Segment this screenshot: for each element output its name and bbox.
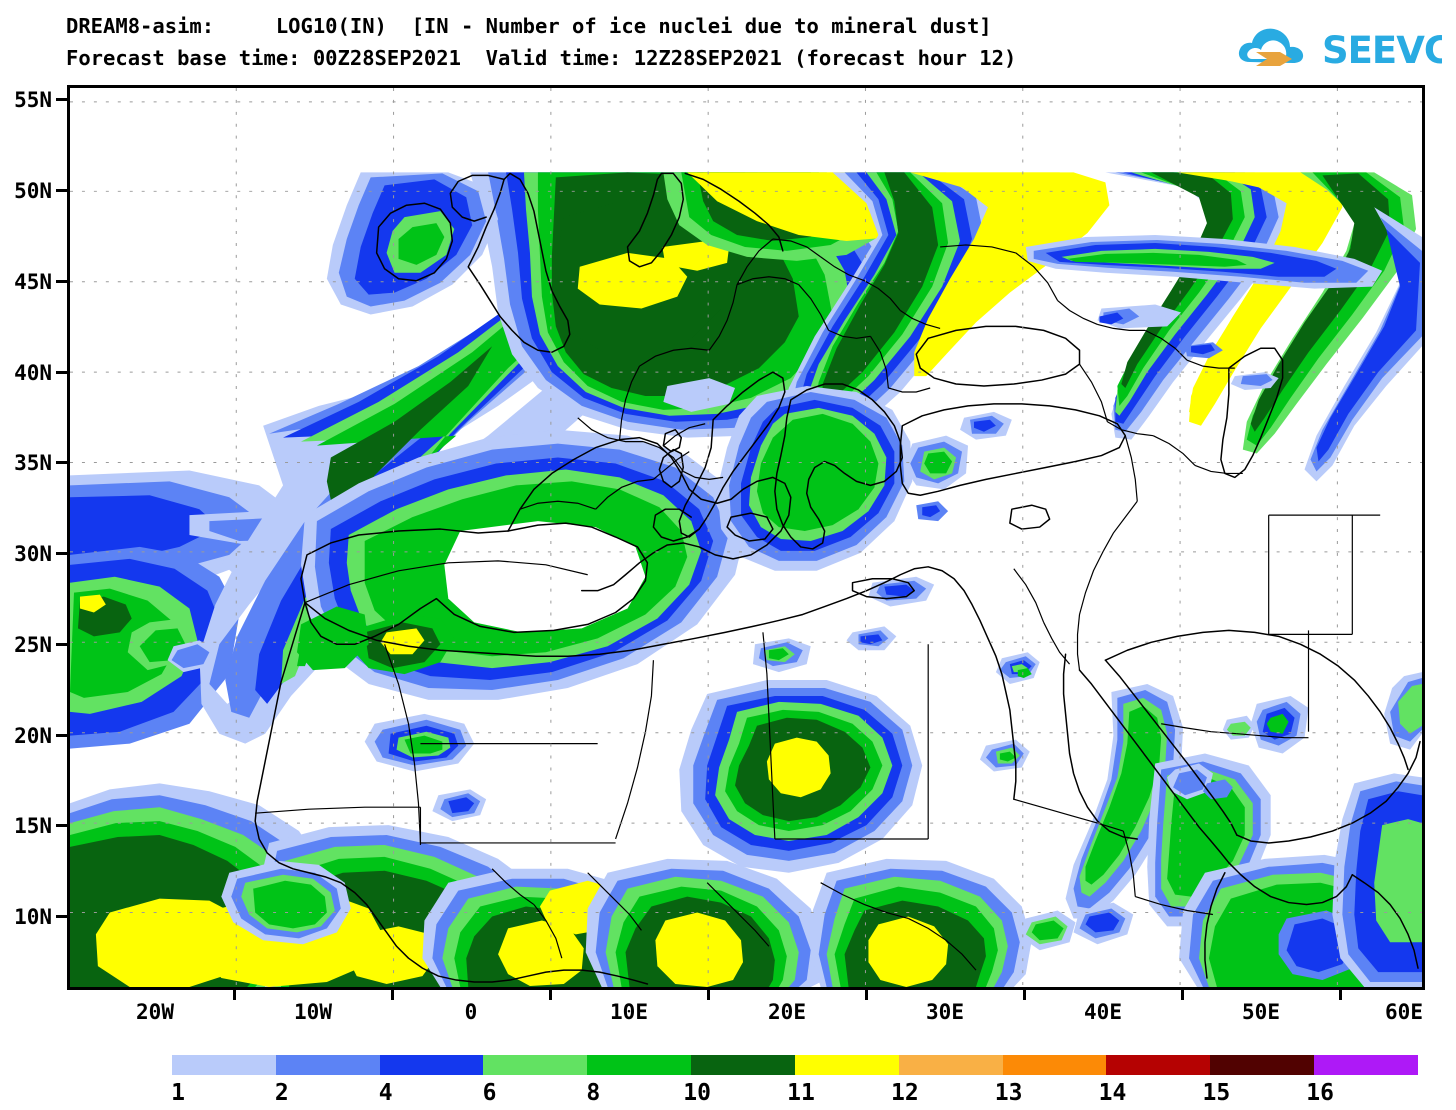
y-tick [56,280,68,283]
logo-graphic: SEEVCCC [1238,28,1442,72]
y-axis-label-50N: 50N [14,179,52,203]
colorbar-tick-4: 4 [378,1080,393,1106]
y-axis-label-40N: 40N [14,361,52,385]
logo-text: SEEVCCC [1322,29,1442,72]
x-axis-label-10E: 10E [610,1000,648,1024]
seevccc-logo: SEEVCCC [1236,18,1442,74]
y-tick [56,734,68,737]
x-axis-label-20E: 20E [768,1000,806,1024]
x-tick [1023,988,1026,1000]
x-axis-label-30E: 30E [926,1000,964,1024]
colorbar-tick-10: 10 [683,1080,712,1106]
y-axis-label-25N: 25N [14,633,52,657]
y-tick [56,552,68,555]
colorbar-segment-5 [587,1055,692,1075]
y-tick [56,915,68,918]
y-tick [56,461,68,464]
colorbar-segment-6 [691,1055,795,1075]
x-tick [1339,988,1342,1000]
contour-fill-layer [70,172,1422,987]
colorbar-segment-8 [898,1055,1003,1075]
colorbar-segment-11 [1210,1055,1315,1075]
header-title-line: DREAM8-asim: LOG10(IN) [IN - Number of i… [66,14,992,38]
y-axis-label-30N: 30N [14,542,52,566]
colorbar-tick-2: 2 [274,1080,289,1106]
y-tick [56,824,68,827]
coastline-layer [254,172,1421,985]
x-tick [865,988,868,1000]
colorbar-segment-12 [1314,1055,1418,1075]
y-tick [56,371,68,374]
y-axis-label-15N: 15N [14,814,52,838]
y-tick [56,189,68,192]
colorbar-tick-8: 8 [586,1080,601,1106]
colorbar-tick-11: 11 [787,1080,815,1106]
colorbar-tick-6: 6 [482,1080,497,1106]
header-time-line: Forecast base time: 00Z28SEP2021 Valid t… [66,46,1017,70]
x-axis-label-20W: 20W [136,1000,174,1024]
map-plot-area [67,85,1425,990]
colorbar-strip [172,1055,1418,1075]
colorbar-segment-1 [172,1055,276,1075]
x-axis-label-50E: 50E [1242,1000,1280,1024]
colorbar-segment-4 [483,1055,588,1075]
colorbar-tick-13: 13 [994,1080,1023,1106]
x-tick [549,988,552,1000]
x-tick [1181,988,1184,1000]
y-axis-label-45N: 45N [14,270,52,294]
country-border-layer [255,238,1381,971]
y-tick [56,98,68,101]
y-tick [56,643,68,646]
colorbar-tick-16: 16 [1306,1080,1335,1106]
x-tick [391,988,394,1000]
colorbar-tick-15: 15 [1202,1080,1231,1106]
arrow-icon [1256,52,1292,66]
colorbar-tick-14: 14 [1098,1080,1127,1106]
colorbar-segment-2 [275,1055,380,1075]
header-banner: DREAM8-asim: LOG10(IN) [IN - Number of i… [0,0,1456,82]
colorbar-tick-1: 1 [171,1080,185,1106]
colorbar-segment-3 [379,1055,484,1075]
colorbar-tick-12: 12 [890,1080,919,1106]
x-axis-label-60E: 60E [1385,1000,1423,1024]
x-axis-label-0: 0 [464,1000,478,1024]
x-tick [707,988,710,1000]
colorbar-segment-9 [1002,1055,1107,1075]
y-axis-label-10N: 10N [14,905,52,929]
colorbar-legend: 1 2 4 6 8 10 11 12 13 14 15 16 [0,1048,1456,1108]
forecast-field-map [70,88,1422,987]
x-axis-label-10W: 10W [294,1000,332,1024]
x-tick [233,988,236,1000]
y-axis-label-55N: 55N [14,88,52,112]
colorbar-segment-7 [794,1055,899,1075]
y-axis-label-35N: 35N [14,451,52,475]
y-axis-label-20N: 20N [14,724,52,748]
colorbar-segment-10 [1106,1055,1211,1075]
x-axis-label-40E: 40E [1084,1000,1122,1024]
